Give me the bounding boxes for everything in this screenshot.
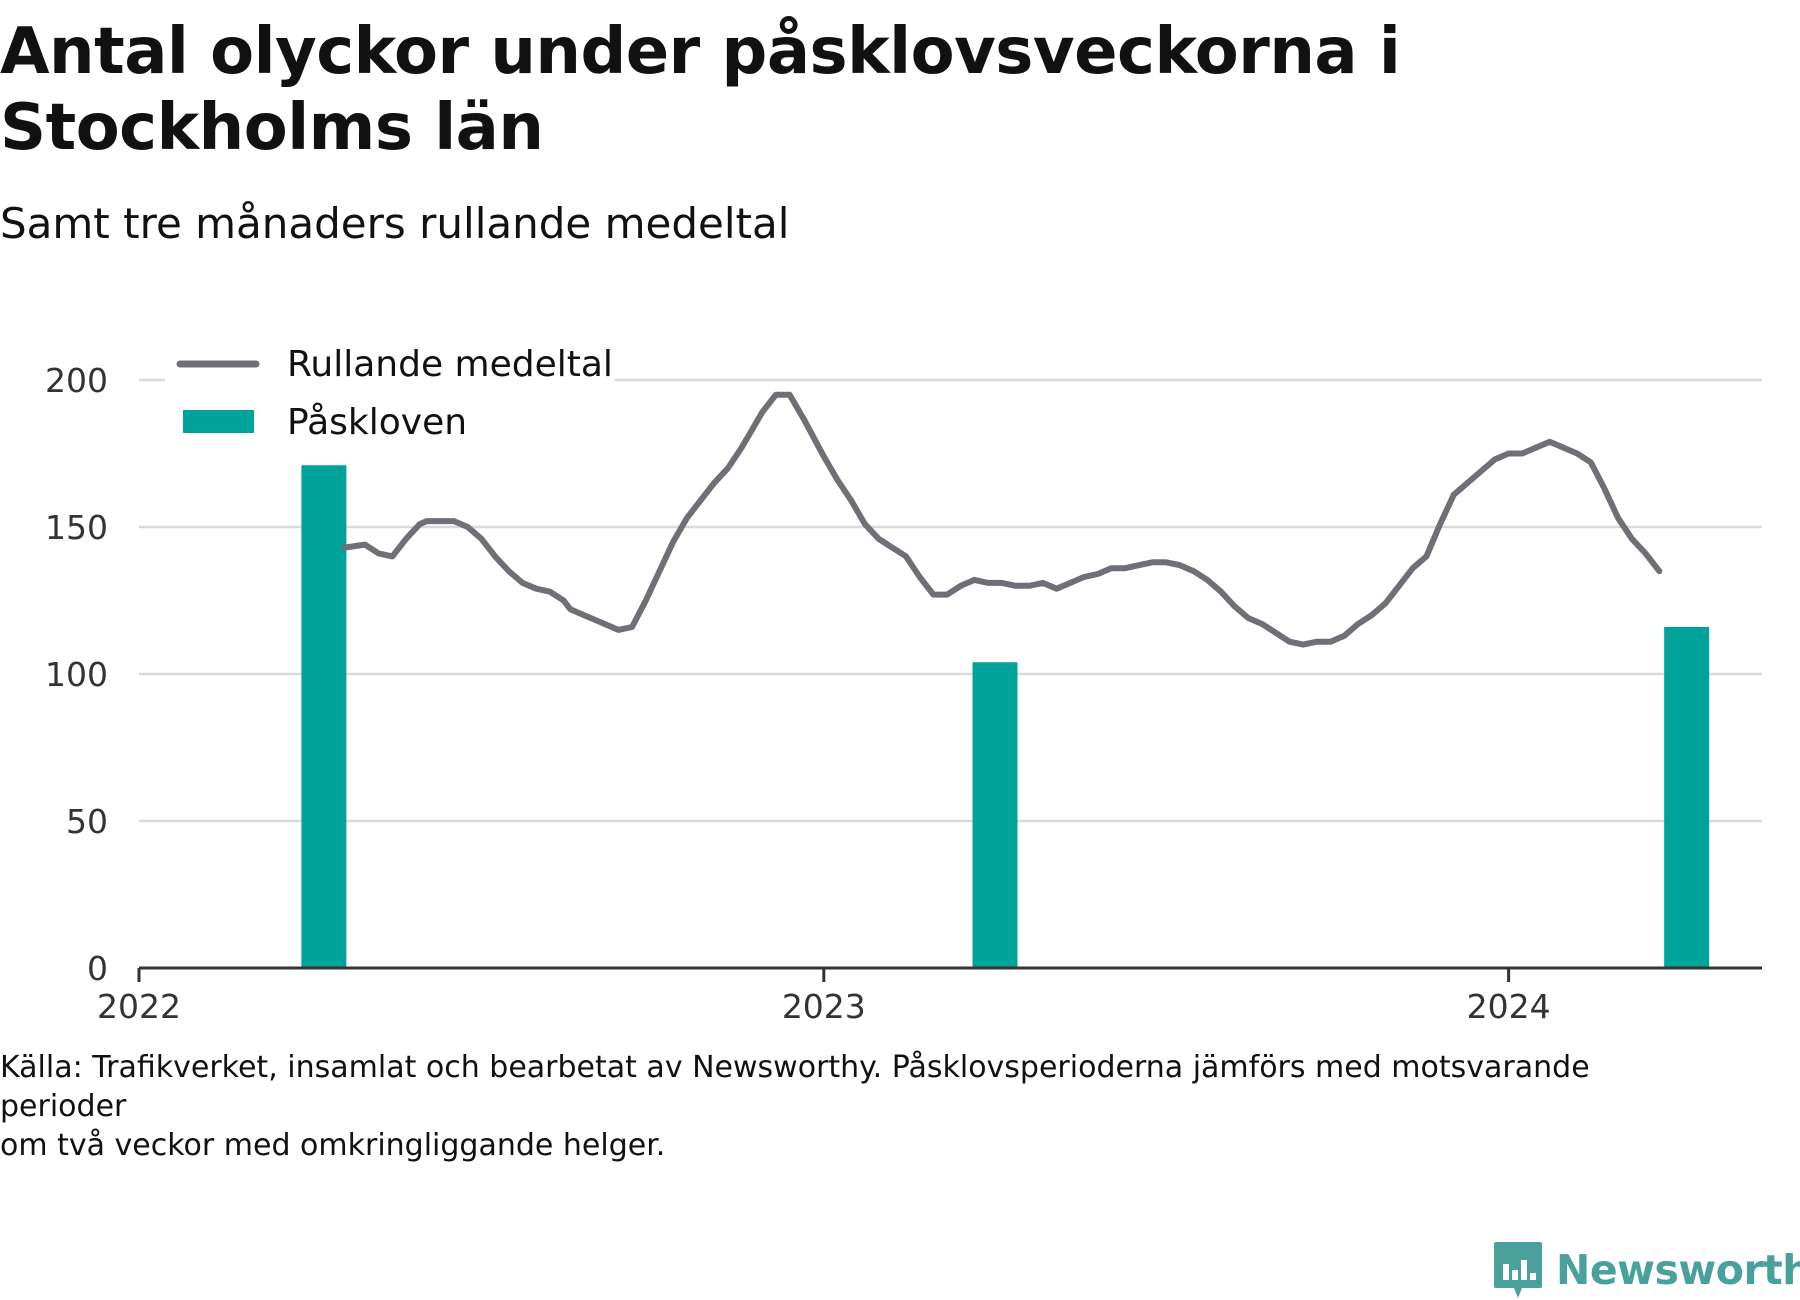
brand-name: Newsworthy [1556,1246,1800,1294]
chart-subtitle: Samt tre månaders rullande medeltal [0,199,790,248]
y-tick-label: 200 [45,361,108,400]
x-tick-label: 2023 [782,987,866,1020]
bar-paskloven [972,662,1018,968]
line-rullande-medeltal [341,391,1663,648]
y-tick-label: 0 [87,949,108,988]
chart: 0 50 100 150 200 2022 2023 2024 Rullande medelt… [45,334,1762,1020]
chart-title: Antal olyckor under påsklovsveckorna i S… [0,15,1401,165]
y-tick-label: 50 [66,802,108,841]
x-tick-label: 2024 [1467,987,1551,1020]
x-tick-label: 2022 [97,987,181,1020]
legend-swatch-bar [183,410,254,433]
y-tick-label: 100 [45,655,108,694]
newsworthy-logo: Newsworthy [1492,1240,1800,1300]
source-note: Källa: Trafikverket, insamlat och bearbe… [0,1050,1590,1163]
bar-paskloven [301,465,347,968]
legend-label-line: Rullande medeltal [287,344,613,385]
y-tick-label: 150 [45,508,108,547]
newsworthy-logo-icon [1494,1242,1542,1298]
legend-label-bar: Påskloven [287,402,467,443]
bar-paskloven [1664,626,1710,968]
